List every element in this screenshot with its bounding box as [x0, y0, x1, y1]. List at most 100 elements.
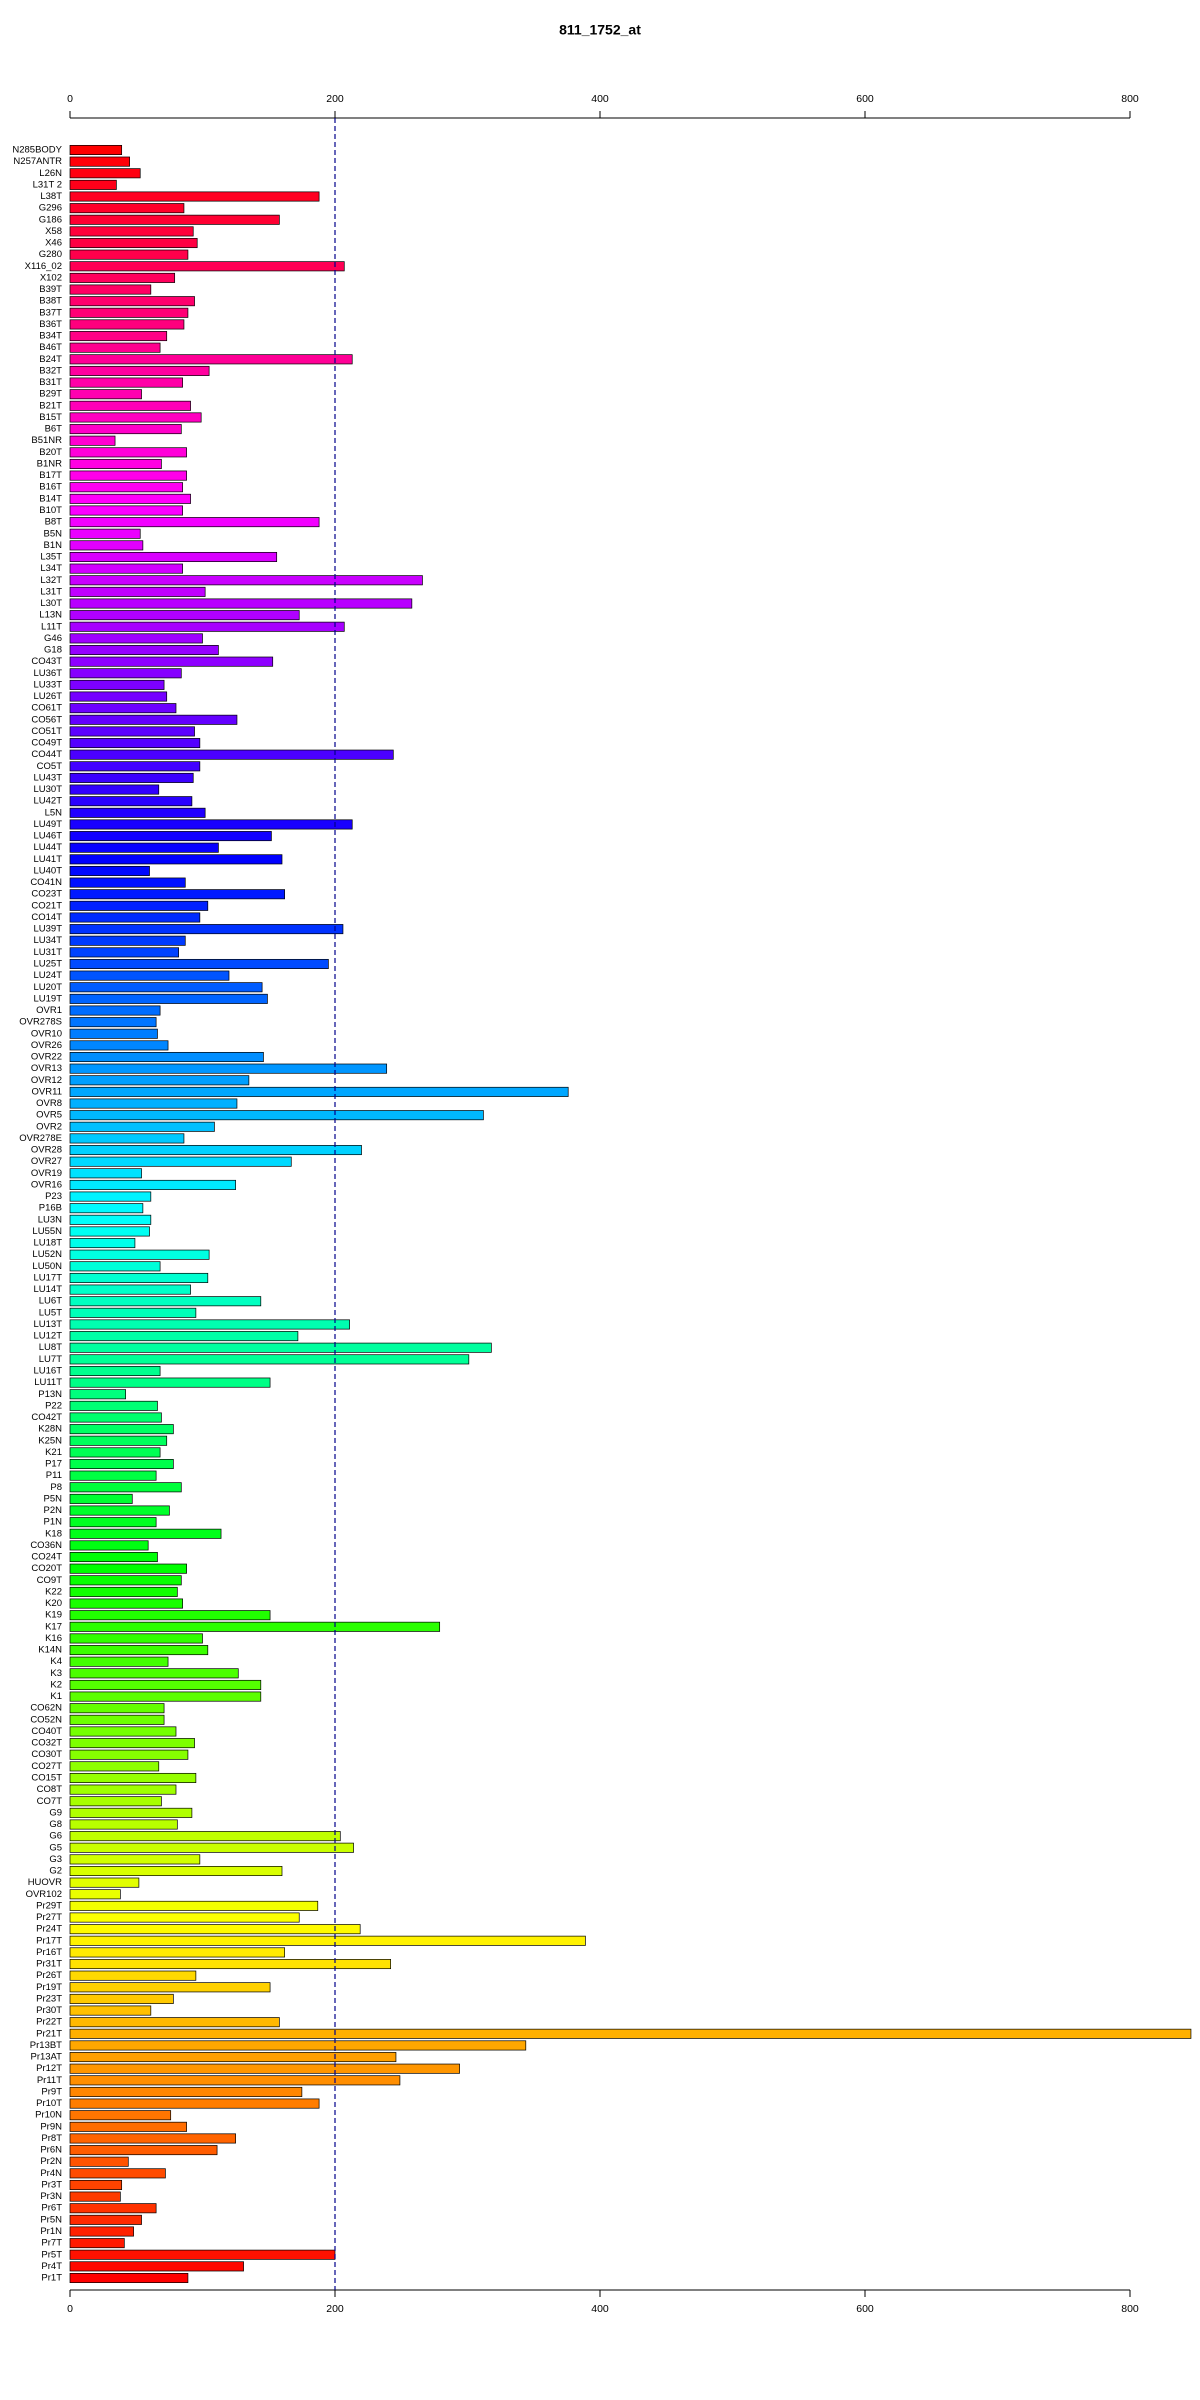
bar [69, 563, 183, 574]
y-tick-label: OVR278E [19, 1133, 62, 1144]
bar [69, 226, 194, 237]
y-tick-label: CO61T [31, 703, 62, 714]
y-tick-label: B1N [44, 540, 63, 551]
y-tick-label: P5N [44, 1493, 63, 1504]
y-tick-label: LU55N [32, 1226, 62, 1237]
bar [69, 1877, 140, 1888]
bar [69, 342, 161, 353]
y-tick-label: CO36N [30, 1540, 62, 1551]
bar [69, 1040, 169, 1051]
y-tick-label: LU43T [33, 772, 62, 783]
y-tick-label: CO5T [37, 761, 63, 772]
y-tick-label: CO52N [30, 1714, 62, 1725]
y-tick-label: Pr6T [41, 2203, 62, 2214]
y-tick-label: CO30T [31, 1749, 62, 1760]
bar [69, 493, 191, 504]
y-tick-label: Pr5T [41, 2249, 62, 2260]
y-tick-label: L5N [45, 807, 63, 818]
y-tick-label: Pr17T [36, 1935, 62, 1946]
y-tick-label: Pr10T [36, 2098, 62, 2109]
bar [69, 714, 238, 725]
bar [69, 470, 187, 481]
bar [69, 1424, 174, 1435]
bar [69, 1621, 441, 1632]
y-tick-label: Pr1N [40, 2226, 62, 2237]
y-tick-label: OVR22 [31, 1052, 62, 1063]
y-tick-label: OVR12 [31, 1075, 62, 1086]
y-tick-label: LU33T [33, 679, 62, 690]
y-tick-label: CO23T [31, 889, 62, 900]
y-tick-label: G46 [44, 633, 62, 644]
y-tick-label: L38T [40, 191, 62, 202]
y-tick-label: OVR5 [36, 1110, 62, 1121]
bar [69, 1261, 161, 1272]
bar [69, 1470, 157, 1481]
y-tick-label: Pr21T [36, 2028, 62, 2039]
y-tick-label: B16T [39, 482, 62, 493]
bar [69, 517, 320, 528]
y-tick-label: Pr16T [36, 1947, 62, 1958]
bar [69, 1284, 191, 1295]
y-tick-label: L13N [39, 610, 62, 621]
bar [69, 726, 195, 737]
bar [69, 2249, 336, 2260]
bar [69, 1959, 391, 1970]
y-tick-label: B29T [39, 389, 62, 400]
bar [69, 598, 413, 609]
x-tick-label: 800 [1121, 2303, 1139, 2315]
bar [69, 528, 141, 539]
y-tick-label: B34T [39, 331, 62, 342]
y-tick-label: K16 [45, 1633, 62, 1644]
y-tick-label: HUOVR [28, 1877, 62, 1888]
y-tick-label: G2 [49, 1866, 62, 1877]
y-tick-label: Pr10N [35, 2110, 62, 2121]
y-tick-label: LU50N [32, 1261, 62, 1272]
bar [69, 1900, 319, 1911]
y-tick-label: Pr11T [37, 2075, 62, 2086]
y-tick-label: B20T [39, 447, 62, 458]
y-tick-label: LU30T [33, 784, 62, 795]
bar [69, 2098, 320, 2109]
y-tick-label: CO42T [31, 1412, 62, 1423]
bar [69, 854, 283, 865]
y-tick-label: LU19T [33, 993, 62, 1004]
bar [69, 424, 182, 435]
y-tick-label: Pr9N [40, 2121, 62, 2132]
bar [69, 238, 198, 249]
bar [69, 633, 203, 644]
y-tick-label: OVR26 [31, 1040, 62, 1051]
bar [69, 1133, 185, 1144]
y-tick-label: CO9T [37, 1575, 63, 1586]
bar [69, 784, 160, 795]
bar [69, 389, 142, 400]
bar [69, 610, 300, 621]
y-tick-label: Pr4T [41, 2261, 62, 2272]
y-tick-label: Pr26T [36, 1970, 62, 1981]
y-tick-label: OVR278S [19, 1017, 62, 1028]
y-tick-label: B5N [44, 528, 63, 539]
y-tick-label: CO43T [31, 656, 62, 667]
y-tick-label: B8T [45, 517, 63, 528]
bar [69, 2110, 172, 2121]
y-tick-label: OVR28 [31, 1145, 62, 1156]
bar [69, 947, 180, 958]
bar [69, 645, 219, 656]
bar [69, 412, 202, 423]
y-tick-label: L11T [41, 621, 62, 632]
bar [69, 319, 185, 330]
y-tick-label: Pr29T [36, 1900, 62, 1911]
bar [69, 889, 285, 900]
bar [69, 2028, 1192, 2039]
y-tick-label: Pr1T [41, 2273, 62, 2284]
bar [69, 203, 185, 214]
bar [69, 331, 168, 342]
y-tick-label: LU49T [33, 819, 62, 830]
y-tick-label: K21 [45, 1447, 62, 1458]
bar [69, 900, 209, 911]
y-tick-label: LU46T [33, 831, 62, 842]
y-tick-label: Pr27T [36, 1912, 62, 1923]
y-tick-label: Pr7T [41, 2238, 62, 2249]
bar [69, 1342, 492, 1353]
y-tick-label: N257ANTR [13, 156, 62, 167]
